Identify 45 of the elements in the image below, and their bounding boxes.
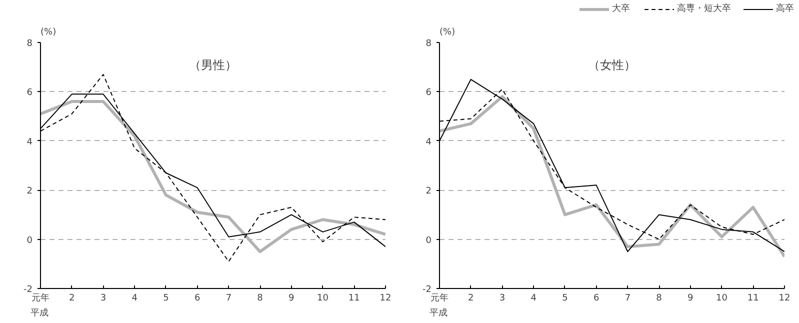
y-tick-label: 2 xyxy=(426,186,432,197)
y-tick-label: -2 xyxy=(422,285,432,295)
x-tick-label: 3 xyxy=(499,294,506,304)
y-tick-label: 0 xyxy=(426,236,432,246)
x-tick-label: 7 xyxy=(226,294,232,304)
x-tick-label: 11 xyxy=(747,294,759,304)
x-tick-label: 8 xyxy=(257,294,264,304)
x-tick-label: 7 xyxy=(624,294,631,304)
x-tick-label: 11 xyxy=(348,294,360,304)
x-tick-label: 9 xyxy=(288,294,295,304)
y-tick-label: 6 xyxy=(26,88,33,98)
y-tick-label: 6 xyxy=(426,88,432,98)
x-tick-label: 8 xyxy=(656,294,662,304)
y-tick-label: 4 xyxy=(426,137,432,148)
x-tick-label: 4 xyxy=(132,294,138,304)
x-tick-label: 2 xyxy=(69,294,75,304)
x-tick-label: 5 xyxy=(562,294,568,304)
x-tick-label: 12 xyxy=(380,294,392,304)
legend-label: 高専・短大卒 xyxy=(677,2,731,15)
y-tick-label: 0 xyxy=(26,236,33,246)
y-tick-label: 4 xyxy=(26,137,33,148)
x-tick-label: 5 xyxy=(163,294,169,304)
legend-label: 高卒 xyxy=(776,2,795,15)
text: （男性） xyxy=(189,58,237,72)
x-tick-label: 6 xyxy=(194,294,200,304)
x-tick-label: 2 xyxy=(468,294,474,304)
x-tick-label: 4 xyxy=(530,294,537,304)
x-tick-label: 9 xyxy=(688,294,694,304)
y-tick-label: -2 xyxy=(24,285,33,295)
x-tick-label: 6 xyxy=(593,294,600,304)
text: 平成 xyxy=(30,308,48,318)
x-tick-label: 12 xyxy=(778,294,790,304)
x-tick-label: 元年 xyxy=(430,292,448,304)
x-tick-label: 3 xyxy=(100,294,106,304)
x-tick-label: 10 xyxy=(317,294,329,304)
y-tick-label: 8 xyxy=(26,39,33,49)
y-tick-label: 2 xyxy=(26,186,33,197)
legend-label: 大卒 xyxy=(612,2,631,15)
x-tick-label: 10 xyxy=(716,294,728,304)
y-tick-label: 8 xyxy=(426,39,432,49)
x-tick-label: 元年 xyxy=(32,292,50,304)
text: 平成 xyxy=(430,308,448,318)
y-axis-title: (%) xyxy=(440,28,456,38)
text: （女性） xyxy=(588,58,636,72)
y-axis-title: (%) xyxy=(40,28,56,38)
